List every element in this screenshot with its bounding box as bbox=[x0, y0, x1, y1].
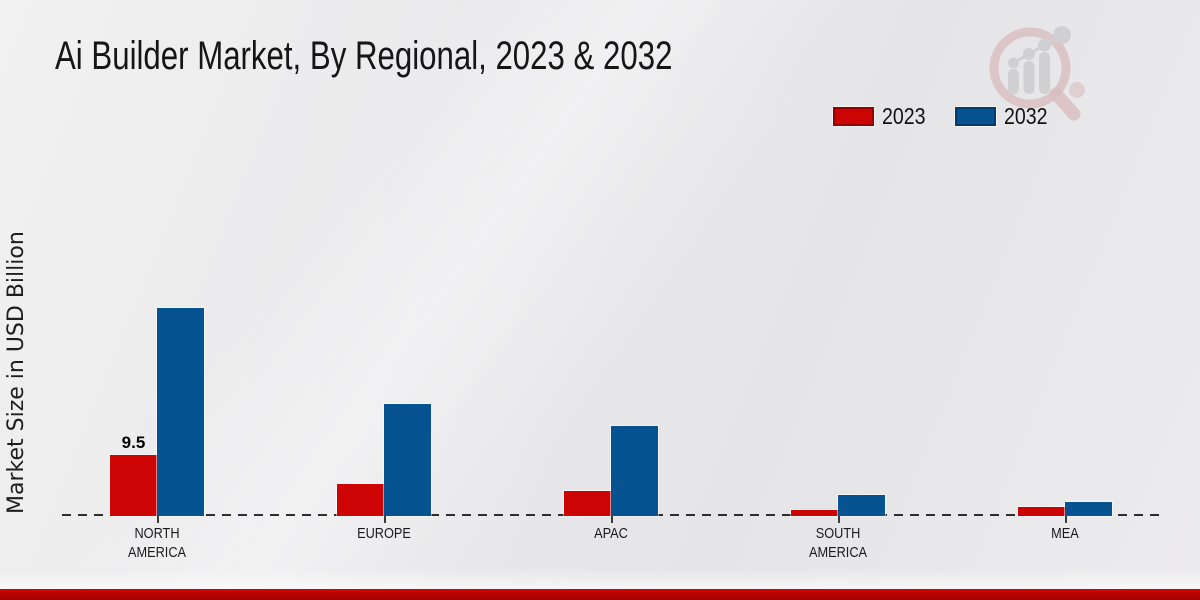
bar-2023-apac bbox=[564, 491, 611, 516]
bar-2032-south-america bbox=[838, 495, 885, 516]
logo-dot-icon bbox=[1008, 57, 1019, 69]
bar-2023-europe bbox=[337, 484, 384, 516]
logo-bar-icon bbox=[1008, 69, 1019, 94]
logo-dot-icon bbox=[1053, 26, 1071, 44]
logo-accent-dot bbox=[1069, 82, 1085, 98]
logo-bar-icon bbox=[1039, 52, 1050, 94]
chart-title: Ai Builder Market, By Regional, 2023 & 2… bbox=[55, 34, 673, 78]
x-axis-label-mea: MEA bbox=[1051, 525, 1079, 542]
x-axis-tick-europe bbox=[384, 516, 386, 523]
logo-dot-icon bbox=[1023, 48, 1035, 60]
legend-item-2023: 2023 bbox=[833, 103, 933, 130]
x-axis-label-apac: APAC bbox=[594, 525, 628, 542]
bar-2032-europe bbox=[384, 404, 431, 516]
data-label-2023-north-america: 9.5 bbox=[121, 433, 146, 452]
bar-2023-south-america bbox=[791, 510, 838, 516]
legend-swatch-2023 bbox=[833, 107, 874, 126]
bar-2023-mea bbox=[1018, 507, 1065, 516]
x-axis-label-europe: EUROPE bbox=[357, 525, 411, 542]
x-axis-tick-apac bbox=[611, 516, 613, 523]
legend-swatch-2032 bbox=[955, 107, 997, 126]
logo-dot-icon bbox=[1038, 38, 1051, 52]
x-axis-tick-north-america bbox=[157, 516, 159, 523]
legend-label-2023: 2023 bbox=[882, 103, 926, 129]
bar-2032-north-america bbox=[157, 308, 204, 516]
bar-2032-apac bbox=[611, 426, 658, 516]
magnifier-handle-icon bbox=[1049, 87, 1081, 121]
x-axis-label-south-america: SOUTH AMERICA bbox=[808, 525, 868, 561]
bottom-fade bbox=[0, 569, 1200, 589]
legend-item-2032: 2032 bbox=[955, 103, 1055, 130]
x-axis-tick-south-america bbox=[838, 516, 840, 523]
x-axis-label-north-america: NORTH AMERICA bbox=[127, 525, 187, 561]
legend-label-2032: 2032 bbox=[1004, 103, 1048, 129]
x-axis-tick-mea bbox=[1065, 516, 1067, 523]
magnifier-lens-icon bbox=[989, 27, 1071, 109]
chart-legend: 2023 2032 bbox=[833, 103, 1055, 130]
footer-red-bar bbox=[0, 589, 1200, 600]
magnifier-chart-logo-watermark bbox=[989, 26, 1085, 121]
bar-2032-mea bbox=[1065, 502, 1112, 516]
logo-trend-line-icon bbox=[1012, 33, 1063, 65]
bar-2023-north-america bbox=[110, 455, 157, 516]
logo-bar-icon bbox=[1023, 61, 1035, 94]
